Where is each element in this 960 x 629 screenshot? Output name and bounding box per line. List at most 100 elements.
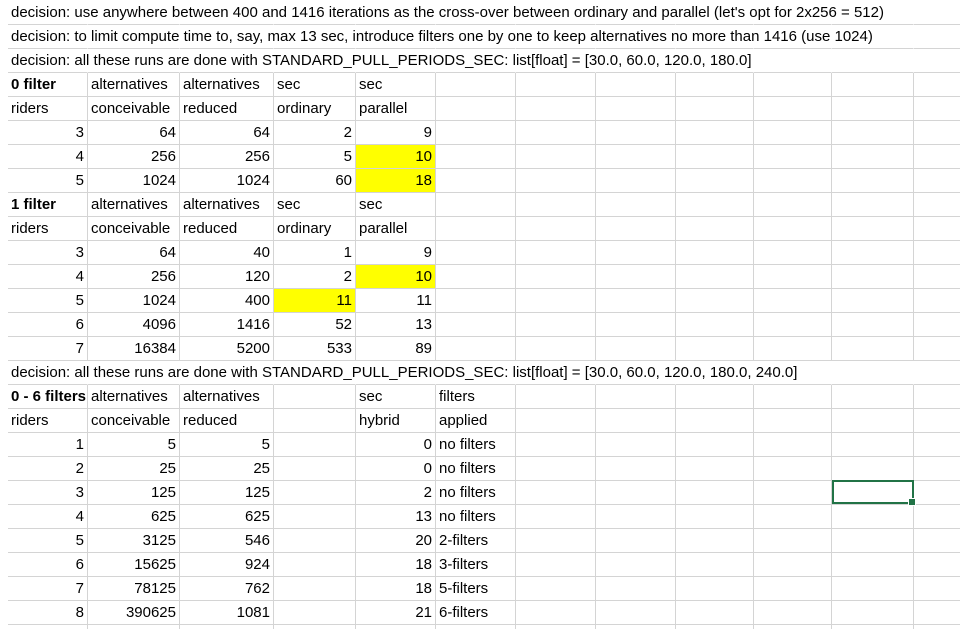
cell-a[interactable]: 5 xyxy=(8,289,88,313)
cell-i[interactable] xyxy=(676,409,754,433)
cell-i[interactable] xyxy=(676,145,754,169)
cell-c[interactable]: 924 xyxy=(180,553,274,577)
cell-e[interactable]: 20 xyxy=(356,529,436,553)
cell-k[interactable] xyxy=(832,361,914,385)
cell-g[interactable] xyxy=(516,25,596,49)
cell-g[interactable] xyxy=(516,505,596,529)
cell-k[interactable] xyxy=(832,625,914,629)
cell-h[interactable] xyxy=(596,361,676,385)
cell-a[interactable]: decision: all these runs are done with S… xyxy=(8,361,797,385)
cell-i[interactable] xyxy=(676,97,754,121)
cell-e[interactable]: sec xyxy=(356,193,436,217)
cell-h[interactable] xyxy=(596,73,676,97)
cell-b[interactable] xyxy=(88,361,180,385)
cell-e[interactable]: 2 xyxy=(356,481,436,505)
cell-e[interactable]: 13 xyxy=(356,313,436,337)
cell-k[interactable] xyxy=(832,241,914,265)
cell-d[interactable] xyxy=(274,1,356,25)
cell-g[interactable] xyxy=(516,337,596,361)
cell-g[interactable] xyxy=(516,145,596,169)
cell-d[interactable] xyxy=(274,553,356,577)
cell-d[interactable]: sec xyxy=(274,73,356,97)
cell-j[interactable] xyxy=(754,121,832,145)
cell-e[interactable]: 13 xyxy=(356,505,436,529)
cell-g[interactable] xyxy=(516,73,596,97)
fill-handle[interactable] xyxy=(908,498,916,506)
cell-a[interactable]: riders xyxy=(8,97,88,121)
cell-i[interactable] xyxy=(676,553,754,577)
cell-e[interactable]: sec xyxy=(356,385,436,409)
cell-j[interactable] xyxy=(754,433,832,457)
cell-k[interactable] xyxy=(832,217,914,241)
cell-j[interactable] xyxy=(754,73,832,97)
cell-e[interactable] xyxy=(356,625,436,629)
cell-c[interactable]: 1416 xyxy=(180,313,274,337)
cell-h[interactable] xyxy=(596,433,676,457)
cell-i[interactable] xyxy=(676,1,754,25)
cell-c[interactable]: 625 xyxy=(180,505,274,529)
cell-g[interactable] xyxy=(516,241,596,265)
cell-i[interactable] xyxy=(676,193,754,217)
cell-f[interactable]: 2-filters xyxy=(436,529,516,553)
cell-b[interactable]: 625 xyxy=(88,505,180,529)
cell-l[interactable] xyxy=(914,529,960,553)
cell-d[interactable] xyxy=(274,529,356,553)
cell-b[interactable]: alternatives xyxy=(88,73,180,97)
cell-h[interactable] xyxy=(596,265,676,289)
cell-h[interactable] xyxy=(596,601,676,625)
cell-h[interactable] xyxy=(596,241,676,265)
cell-c[interactable]: alternatives xyxy=(180,193,274,217)
cell-g[interactable] xyxy=(516,409,596,433)
cell-g[interactable] xyxy=(516,457,596,481)
cell-h[interactable] xyxy=(596,457,676,481)
cell-c[interactable]: 125 xyxy=(180,481,274,505)
cell-f[interactable] xyxy=(436,1,516,25)
cell-k[interactable] xyxy=(832,529,914,553)
cell-h[interactable] xyxy=(596,97,676,121)
cell-i[interactable] xyxy=(676,457,754,481)
cell-h[interactable] xyxy=(596,121,676,145)
cell-f[interactable] xyxy=(436,73,516,97)
cell-f[interactable] xyxy=(436,313,516,337)
cell-c[interactable]: 5200 xyxy=(180,337,274,361)
cell-b[interactable]: 64 xyxy=(88,121,180,145)
cell-g[interactable] xyxy=(516,121,596,145)
cell-l[interactable] xyxy=(914,361,960,385)
cell-h[interactable] xyxy=(596,1,676,25)
cell-c[interactable]: 256 xyxy=(180,145,274,169)
cell-c[interactable]: 1024 xyxy=(180,169,274,193)
cell-a[interactable]: decision: all these runs are done with S… xyxy=(8,49,752,73)
cell-j[interactable] xyxy=(754,97,832,121)
cell-i[interactable] xyxy=(676,433,754,457)
cell-j[interactable] xyxy=(754,505,832,529)
cell-b[interactable]: 390625 xyxy=(88,601,180,625)
cell-c[interactable]: 546 xyxy=(180,529,274,553)
cell-e[interactable]: 9 xyxy=(356,241,436,265)
cell-k[interactable] xyxy=(832,265,914,289)
cell-c[interactable]: 1081 xyxy=(180,601,274,625)
cell-k[interactable] xyxy=(832,121,914,145)
cell-k[interactable] xyxy=(832,337,914,361)
cell-f[interactable]: no filters xyxy=(436,505,516,529)
cell-b[interactable]: 256 xyxy=(88,145,180,169)
cell-j[interactable] xyxy=(754,145,832,169)
cell-j[interactable] xyxy=(754,193,832,217)
cell-l[interactable] xyxy=(914,457,960,481)
cell-j[interactable] xyxy=(754,577,832,601)
cell-e[interactable]: 10 xyxy=(356,145,436,169)
cell-f[interactable] xyxy=(436,97,516,121)
cell-a[interactable]: 5 xyxy=(8,169,88,193)
cell-b[interactable]: 1024 xyxy=(88,289,180,313)
cell-j[interactable] xyxy=(754,361,832,385)
cell-g[interactable] xyxy=(516,169,596,193)
cell-d[interactable]: 11 xyxy=(274,289,356,313)
cell-e[interactable] xyxy=(356,1,436,25)
cell-i[interactable] xyxy=(676,385,754,409)
cell-k[interactable] xyxy=(832,313,914,337)
cell-k[interactable] xyxy=(832,505,914,529)
cell-l[interactable] xyxy=(914,25,960,49)
cell-c[interactable]: 64 xyxy=(180,121,274,145)
cell-e[interactable]: 9 xyxy=(356,121,436,145)
cell-i[interactable] xyxy=(676,601,754,625)
